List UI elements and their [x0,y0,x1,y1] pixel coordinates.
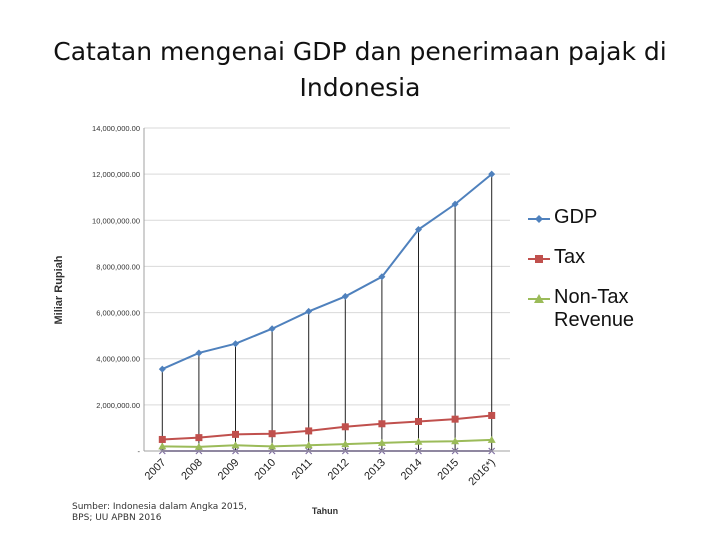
y-tick-label: 4,000,000.00 [96,355,140,364]
legend-label-non-tax: Non-Tax Revenue [554,286,635,331]
y-tick-label: 8,000,000.00 [96,262,140,271]
data-point [195,349,203,357]
data-point [451,437,460,445]
x-tick-label: 2013 [362,457,388,483]
data-point [415,417,422,425]
data-point [232,340,239,348]
y-tick-label: 12,000,000.00 [92,170,140,179]
data-point [487,435,496,443]
y-tick-label: 10,000,000.00 [92,216,140,225]
data-point [488,170,496,178]
y-axis: - 2,000,000.00 4,000,000.00 6,000,000.00 8,0… [92,124,145,456]
data-point [341,440,350,448]
x-tick-label: 2007 [143,457,169,483]
x-axis-label: Tahun [312,506,338,516]
data-point [304,441,313,449]
x-tick-label: 2012 [326,457,352,483]
legend-item-non-tax: Non-Tax Revenue [526,286,664,332]
data-point [378,273,386,281]
legend-swatch-gdp [526,206,554,230]
data-point [414,437,423,445]
x-tick-label: 2008 [179,457,205,483]
legend-swatch-tax [526,246,554,270]
data-point [158,435,166,443]
x-tick-label: 2009 [216,457,242,483]
legend-swatch-non-tax [526,286,554,310]
y-tick-label: 2,000,000.00 [96,401,140,410]
source-note: Sumber: Indonesia dalam Angka 2015, BPS;… [72,502,247,523]
series-line [162,414,492,441]
data-point [415,226,422,234]
x-tick-label: 2010 [252,457,278,483]
data-point [377,438,386,446]
x-tick-label: 2016*) [466,457,497,488]
legend-label-gdp: GDP [554,206,598,228]
chart-gridlines [144,127,510,452]
x-tick-label: 2015 [435,457,461,483]
y-axis-label: Miliar Rupiah [53,255,65,324]
data-point [232,430,239,438]
data-point [194,442,203,450]
x-axis: 2007 2008 2009 2010 2011 2012 2013 2014 2015 2016… [143,450,510,488]
series-line [161,173,493,371]
legend-item-gdp: GDP [526,206,597,230]
data-point [305,427,313,435]
y-tick-label: 6,000,000.00 [96,309,140,318]
data-point [268,325,276,333]
chart-drop-lines [161,174,493,451]
y-tick-label: - [138,447,141,456]
data-point [341,423,349,431]
data-point [488,411,496,419]
legend-label-tax: Tax [554,246,586,268]
data-point [341,292,349,300]
data-point [451,200,459,208]
data-point [195,434,203,442]
data-point [158,365,166,373]
x-tick-label: 2011 [290,457,315,482]
data-point [305,307,313,315]
x-tick-label: 2014 [399,457,425,483]
data-point [158,442,167,450]
data-point [268,430,276,438]
slide-title: Catatan mengenai GDP dan penerimaan paja… [53,37,667,102]
data-point [451,415,459,423]
legend-item-tax: Tax [526,246,585,270]
y-tick-label: 14,000,000.00 [92,124,140,133]
series-line [162,438,492,448]
data-point [378,420,386,428]
data-point [268,442,277,450]
data-point [231,441,240,449]
